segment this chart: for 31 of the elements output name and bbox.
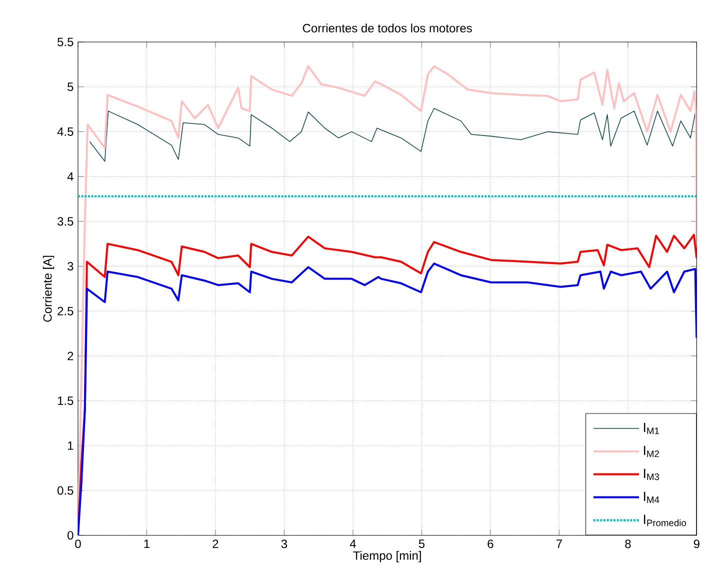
y-tick-label: 4 — [67, 172, 74, 181]
y-tick-label: 5.5 — [58, 38, 74, 46]
legend-label: I$_{M3}$ — [644, 468, 659, 480]
y-tick-label: 3.5 — [58, 217, 74, 226]
legend-label: I$_{M4}$ — [644, 492, 660, 503]
y-tick-label: 4.5 — [57, 128, 74, 136]
x-tick-label: 7 — [556, 540, 562, 548]
legend-label: I$_{M2}$ — [644, 446, 659, 458]
line-series — [89, 108, 697, 162]
y-tick-label: 2 — [68, 352, 74, 360]
x-tick-label: 5 — [418, 540, 425, 548]
y-tick-label: 2.5 — [58, 306, 74, 316]
x-tick-label: 0 — [75, 540, 81, 548]
y-tick-label: 0.5 — [58, 486, 74, 495]
x-tick-label: 9 — [694, 540, 700, 548]
chart-title: Corrientes de todos los motores — [302, 24, 472, 32]
x-tick-label: 2 — [212, 540, 218, 548]
x-tick-label: 3 — [281, 540, 288, 548]
y-tick-label: 1.5 — [58, 396, 74, 405]
x-tick-label: 6 — [488, 540, 494, 548]
x-tick-label: 4 — [350, 540, 356, 548]
y-tick-label: 0 — [68, 531, 74, 540]
legend-label: I$_{Promedio}$ — [644, 514, 686, 526]
y-axis-title: Corriente [A] — [42, 256, 54, 322]
x-axis-title: Tiempo [min] — [353, 551, 421, 562]
x-tick-label: 8 — [625, 540, 631, 548]
y-tick-label: 5 — [68, 82, 74, 92]
y-tick-label: 3 — [68, 262, 74, 270]
x-tick-label: 1 — [144, 540, 150, 548]
legend-label: I$_{M1}$ — [644, 422, 659, 434]
y-tick-label: 1 — [68, 442, 74, 450]
